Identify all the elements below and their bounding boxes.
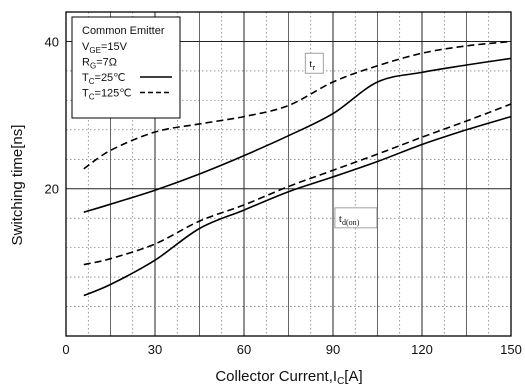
annotation-box-tdon xyxy=(334,207,378,229)
series-group xyxy=(83,40,512,297)
y-tick-label: 20 xyxy=(45,182,59,197)
legend-condition-1: RG=7Ω xyxy=(82,57,117,71)
x-tick-label: 150 xyxy=(500,342,522,357)
x-axis-title: Collector Current,IC[A] xyxy=(215,368,362,387)
y-tick-label: 40 xyxy=(45,34,59,49)
series-line-tdon-125 xyxy=(83,103,512,266)
legend-entry-label-0: TC=25℃ xyxy=(82,72,126,86)
annotation-box-tr xyxy=(304,52,324,74)
series-line-tdon-25 xyxy=(83,115,512,297)
x-tick-label: 90 xyxy=(326,342,340,357)
x-tick-label: 120 xyxy=(411,342,433,357)
plot-frame xyxy=(65,11,512,337)
tick-labels: 0 30 60 90 120 150 20 40 xyxy=(45,34,522,357)
annotation-label-tr: tr xyxy=(309,58,315,72)
legend-entry-label-1: TC=125℃ xyxy=(82,88,132,102)
x-tick-label: 60 xyxy=(237,342,251,357)
x-tick-label: 30 xyxy=(148,342,162,357)
series-line-tr-125 xyxy=(83,40,512,170)
legend-condition-0: VGE=15V xyxy=(82,41,128,55)
annotation-label-tdon: td(on) xyxy=(339,213,360,227)
annotations: tr td(on) xyxy=(304,52,378,229)
y-axis-title: Switching time[ns] xyxy=(9,125,26,246)
series-line-tr-25 xyxy=(83,57,512,214)
legend-box xyxy=(71,16,181,119)
x-tick-label: 0 xyxy=(62,342,69,357)
legend-title: Common Emitter xyxy=(82,25,165,37)
